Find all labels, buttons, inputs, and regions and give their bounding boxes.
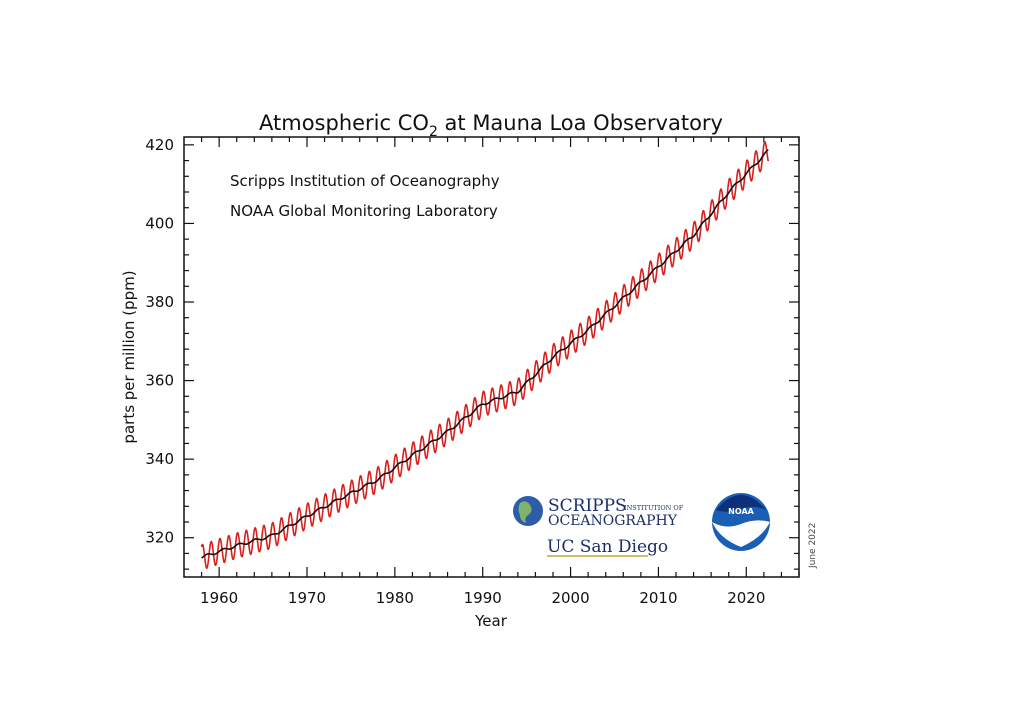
scripps-logo-text: SCRIPPS xyxy=(548,496,627,516)
scripps-logo-oceanography: OCEANOGRAPHY xyxy=(548,513,678,529)
noaa-logo-bird-icon xyxy=(712,520,770,547)
y-tick-label: 360 xyxy=(145,372,174,390)
series-monthly-mean xyxy=(200,141,770,570)
scripps-globe-land xyxy=(518,501,532,523)
y-tick-label: 420 xyxy=(145,136,174,154)
axis-ticks xyxy=(184,137,800,577)
y-axis-title: parts per million (ppm) xyxy=(120,270,138,443)
noaa-logo: NOAA xyxy=(712,493,770,551)
annotation-noaa: NOAA Global Monitoring Laboratory xyxy=(230,202,498,220)
y-tick-label: 340 xyxy=(145,450,174,468)
chart-title: Atmospheric CO2 at Mauna Loa Observatory xyxy=(259,111,723,140)
series-trend xyxy=(201,149,769,559)
axis-tick-labels: 1960 1970 1980 1990 2000 2010 2020 320 340 360 380… xyxy=(145,136,765,607)
y-tick-label: 380 xyxy=(145,293,174,311)
chart-title-post: at Mauna Loa Observatory xyxy=(438,111,723,135)
annotation-scripps: Scripps Institution of Oceanography xyxy=(230,172,500,190)
x-tick-label: 2010 xyxy=(639,589,677,607)
noaa-logo-sky xyxy=(716,495,766,512)
noaa-logo-text: NOAA xyxy=(728,507,754,516)
data-series xyxy=(200,141,770,570)
scripps-logo-small-text: INSTITUTION OF xyxy=(624,504,684,512)
x-tick-label: 2020 xyxy=(727,589,765,607)
date-note: June 2022 xyxy=(808,523,818,569)
y-tick-label: 320 xyxy=(145,529,174,547)
plot-frame xyxy=(183,136,800,578)
y-tick-label: 400 xyxy=(145,214,174,232)
scripps-logo: SCRIPPS INSTITUTION OF OCEANOGRAPHY xyxy=(513,496,684,529)
x-tick-label: 1980 xyxy=(376,589,414,607)
x-tick-label: 1990 xyxy=(464,589,502,607)
chart-title-sub: 2 xyxy=(429,124,438,140)
ucsd-logo: UC San Diego xyxy=(547,537,668,557)
x-tick-label: 1960 xyxy=(200,589,238,607)
x-axis-title: Year xyxy=(474,612,508,630)
chart-title-pre: Atmospheric CO xyxy=(259,111,429,135)
x-tick-label: 2000 xyxy=(551,589,589,607)
x-tick-label: 1970 xyxy=(288,589,326,607)
